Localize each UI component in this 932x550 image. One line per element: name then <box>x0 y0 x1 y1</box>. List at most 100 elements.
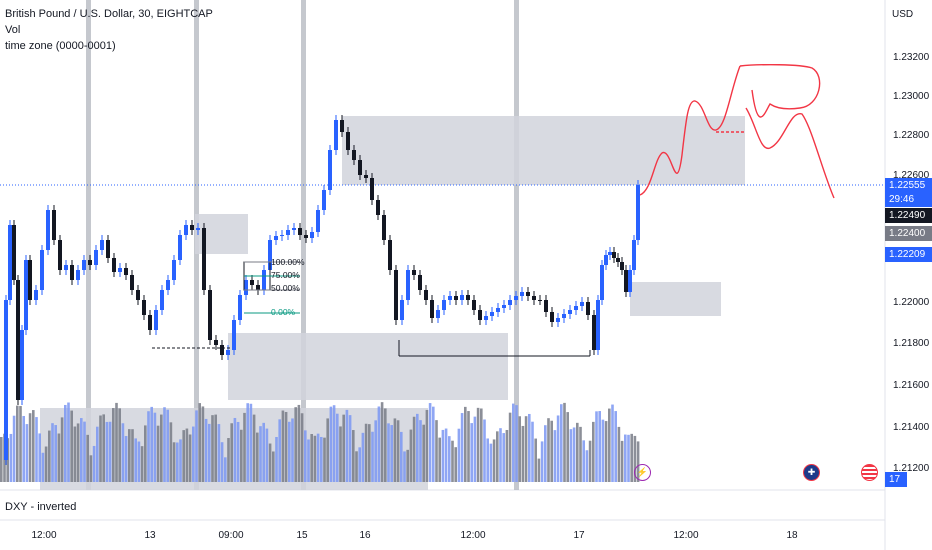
volume-bar <box>108 421 112 482</box>
volume-bar <box>380 402 384 482</box>
candle-body <box>166 280 170 290</box>
candle-body <box>316 210 320 232</box>
candle-body <box>412 270 416 275</box>
candle-body <box>172 260 176 280</box>
price-axis-tick: 1.21200 <box>893 463 930 474</box>
volume-bar <box>249 403 253 482</box>
volume-bar <box>297 404 301 482</box>
volume-indicator-label[interactable]: Vol <box>5 24 21 36</box>
time-axis-tick: 15 <box>296 530 308 541</box>
candle-body <box>334 120 338 150</box>
volume-bar <box>633 435 637 482</box>
dxy-pane-label[interactable]: DXY - inverted <box>5 501 77 513</box>
volume-bar <box>137 441 141 482</box>
price-projection-drawing[interactable] <box>639 63 835 199</box>
candle-body <box>142 300 146 315</box>
volume-bar <box>377 406 381 482</box>
candle-body <box>268 240 272 270</box>
volume-bar <box>441 429 445 482</box>
volume-bar <box>627 434 630 482</box>
candle-body <box>478 310 482 320</box>
candle-body <box>370 178 374 200</box>
us-flag-icon[interactable] <box>861 464 878 481</box>
candle-body <box>424 290 428 300</box>
candle-body <box>76 270 80 280</box>
candle-body <box>190 225 194 230</box>
volume-bar <box>614 411 617 482</box>
candle-body <box>628 270 632 292</box>
volume-bar <box>252 414 256 482</box>
volume-bar <box>9 433 13 482</box>
volume-bar <box>182 430 185 482</box>
candle-body <box>526 292 530 296</box>
time-axis-tick: 16 <box>359 530 371 541</box>
fib-label-75: 75.00% <box>271 270 300 280</box>
volume-bar <box>0 437 3 482</box>
session-separator <box>514 0 519 490</box>
volume-bar <box>230 423 233 482</box>
volume-bar <box>348 415 352 482</box>
volume-bar <box>550 420 553 482</box>
volume-bar <box>179 439 182 482</box>
volume-bar <box>243 412 246 482</box>
candle-body <box>562 314 566 318</box>
candle-body <box>436 310 440 318</box>
volume-bar <box>124 436 128 482</box>
volume-bar <box>508 412 512 482</box>
candle-body <box>604 255 608 265</box>
candle-body <box>286 230 290 235</box>
volume-bar <box>342 414 345 482</box>
volume-bar <box>217 424 221 482</box>
projection-loop <box>739 63 821 118</box>
volume-bar <box>531 421 534 482</box>
volume-bar <box>451 440 454 482</box>
volume-bar <box>505 429 509 482</box>
volume-bar <box>416 413 419 482</box>
candle-body <box>52 210 56 240</box>
volume-bar <box>166 409 169 482</box>
volume-bar <box>150 406 153 482</box>
volume-bar <box>35 417 38 482</box>
candle-body <box>586 302 590 315</box>
volume-bar <box>105 421 109 482</box>
volume-bar <box>131 429 134 482</box>
price-tag-4: 1.22209 <box>885 247 932 262</box>
candle-body <box>568 310 572 314</box>
price-axis-tick: 1.21600 <box>893 380 930 391</box>
volume-bar <box>387 423 390 482</box>
volume-bar <box>371 431 374 482</box>
price-tag-3: 1.22400 <box>885 226 932 241</box>
projection-path <box>639 65 741 196</box>
timezone-indicator-label[interactable]: time zone (0000-0001) <box>5 40 116 52</box>
candle-body <box>514 296 518 300</box>
uk-flag-icon[interactable]: ✚ <box>803 464 820 481</box>
flash-icon[interactable]: ⚡ <box>634 464 651 481</box>
volume-bar <box>246 403 249 482</box>
candle-body <box>160 290 164 310</box>
volume-bar <box>512 403 515 482</box>
volume-bar <box>73 426 77 482</box>
candle-body <box>538 300 542 301</box>
projection-down <box>745 107 835 199</box>
candle-body <box>106 240 110 258</box>
volume-bar <box>544 425 547 482</box>
volume-bar <box>601 419 605 482</box>
price-axis-tick: 1.21800 <box>893 338 930 349</box>
fib-retracement[interactable] <box>243 261 300 314</box>
volume-bar <box>323 437 326 482</box>
volume-bar <box>89 455 93 482</box>
volume-bar <box>569 429 573 482</box>
volume-bar <box>86 434 89 482</box>
candle-body <box>16 280 20 400</box>
volume-bar <box>473 416 477 482</box>
candle-body <box>632 240 636 270</box>
volume-bar <box>524 416 528 482</box>
chart-legend[interactable]: British Pound / U.S. Dollar, 30, EIGHTCA… <box>5 6 213 54</box>
candle-body <box>262 270 266 290</box>
volume-bar <box>358 447 361 482</box>
volume-bar <box>486 438 489 482</box>
volume-bar <box>403 451 406 482</box>
symbol-title[interactable]: British Pound / U.S. Dollar, 30, EIGHTCA… <box>5 8 213 20</box>
annotation-lines[interactable] <box>152 340 591 357</box>
